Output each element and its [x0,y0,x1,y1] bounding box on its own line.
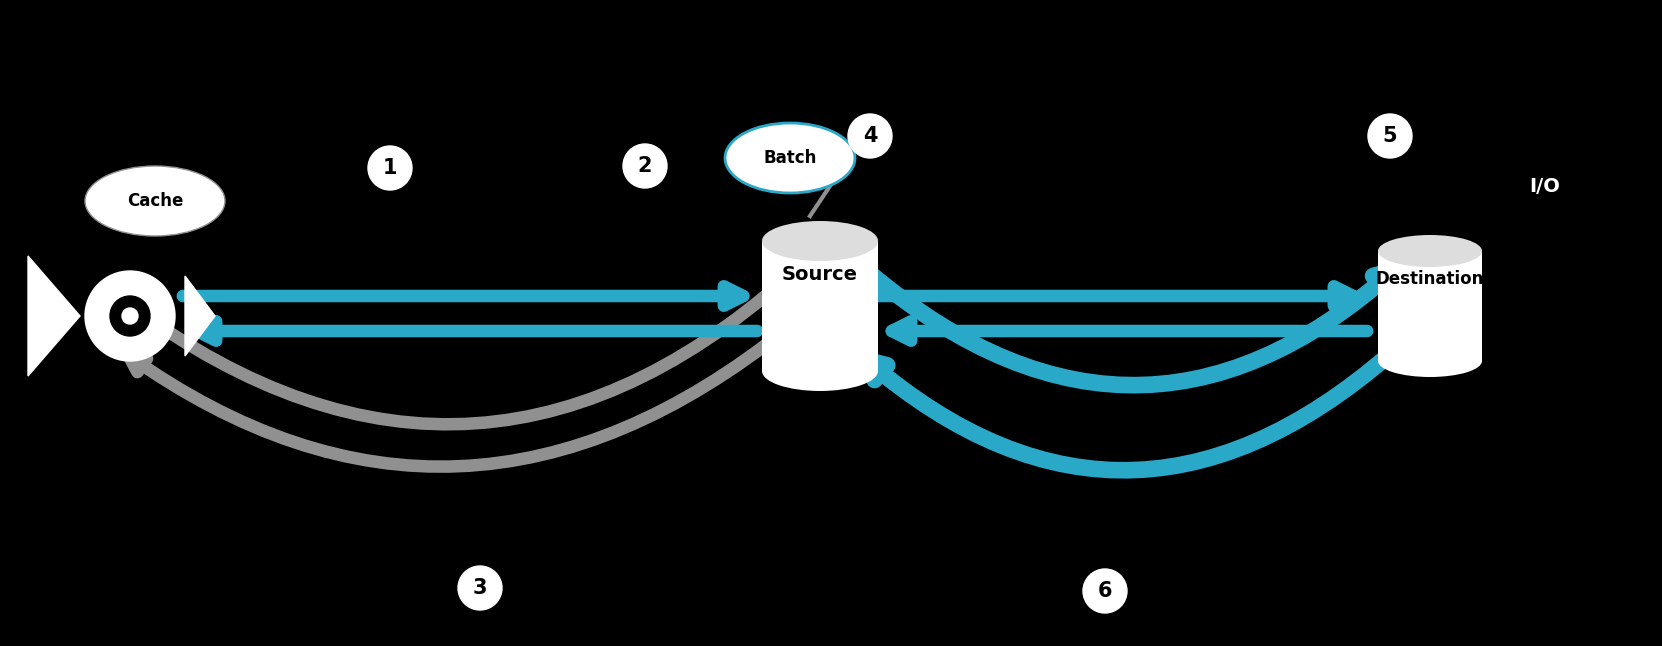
Text: 6: 6 [1097,581,1112,601]
Ellipse shape [85,166,224,236]
Ellipse shape [761,351,878,391]
Circle shape [85,271,175,361]
Text: 1: 1 [382,158,397,178]
Circle shape [459,566,502,610]
Text: 5: 5 [1383,126,1398,146]
Text: 4: 4 [863,126,878,146]
Circle shape [367,146,412,190]
Text: Destination: Destination [1376,270,1484,288]
Bar [761,241,878,371]
Circle shape [1368,114,1413,158]
Text: Source: Source [783,264,858,284]
Ellipse shape [1378,235,1483,267]
Circle shape [623,144,666,188]
Text: Cache: Cache [126,192,183,210]
Ellipse shape [1378,345,1483,377]
Polygon shape [28,256,80,376]
Polygon shape [184,276,214,356]
Circle shape [121,308,138,324]
Circle shape [848,114,892,158]
Text: I/O: I/O [1529,176,1561,196]
Circle shape [110,296,150,336]
Text: 3: 3 [472,578,487,598]
Ellipse shape [725,123,854,193]
Bar [1378,251,1483,361]
Text: 2: 2 [638,156,652,176]
Text: Batch: Batch [763,149,816,167]
Ellipse shape [761,221,878,261]
Circle shape [1084,569,1127,613]
